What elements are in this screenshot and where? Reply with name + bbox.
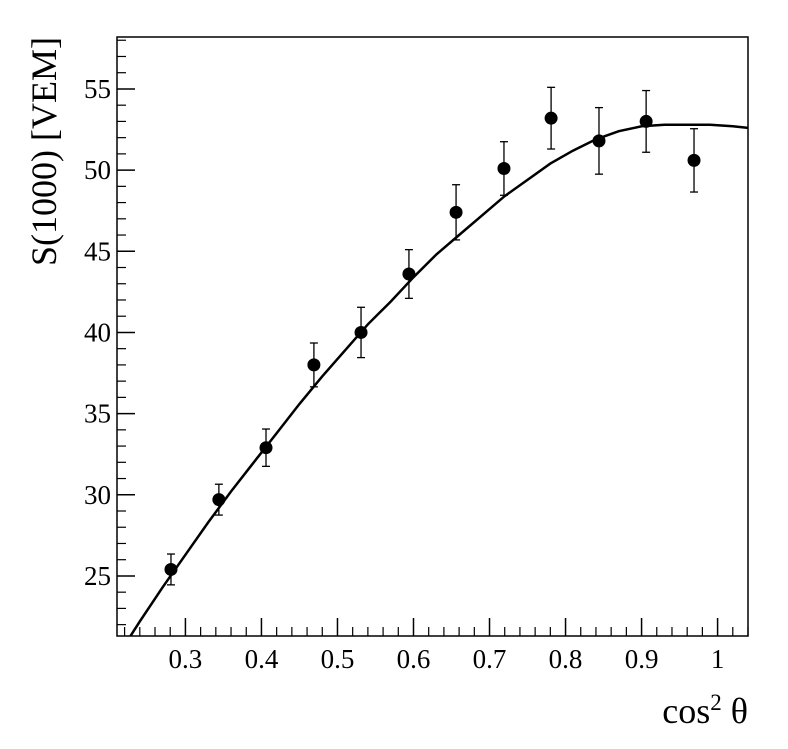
x-tick-label: 0.6 xyxy=(397,644,431,674)
data-point xyxy=(402,267,416,281)
x-axis-title-space xyxy=(722,691,731,731)
y-tick-label: 30 xyxy=(84,480,111,510)
y-tick-label: 40 xyxy=(84,317,111,347)
x-axis-ticks xyxy=(124,618,749,636)
y-tick-label: 55 xyxy=(84,74,111,104)
data-point xyxy=(497,161,511,175)
x-axis-title-base: cos xyxy=(662,691,710,731)
data-point xyxy=(687,153,701,167)
x-tick-label: 1 xyxy=(711,644,725,674)
x-axis-title-var: θ xyxy=(731,691,748,731)
plot-area xyxy=(128,86,748,636)
x-axis-title-sup: 2 xyxy=(710,690,722,715)
data-point xyxy=(592,134,606,148)
x-tick-label: 0.5 xyxy=(321,644,355,674)
y-axis-ticks xyxy=(117,39,135,626)
data-point xyxy=(639,114,653,128)
x-tick-label: 0.9 xyxy=(625,644,659,674)
data-point xyxy=(307,358,321,372)
x-tick-label: 0.3 xyxy=(169,644,203,674)
x-tick-label: 0.8 xyxy=(549,644,583,674)
y-tick-label: 50 xyxy=(84,155,111,185)
y-tick-label: 45 xyxy=(84,236,111,266)
data-point xyxy=(544,111,558,125)
data-points xyxy=(164,86,701,586)
x-tick-labels: 0.3 0.4 0.5 0.6 0.7 0.8 0.9 1 xyxy=(169,644,725,674)
data-point xyxy=(164,562,178,576)
y-axis-title: S(1000) [VEM] xyxy=(24,37,64,266)
data-point xyxy=(259,441,273,455)
y-tick-labels: 25 30 35 40 45 50 55 xyxy=(84,74,111,591)
fit-curve xyxy=(128,123,748,636)
y-tick-label: 25 xyxy=(84,561,111,591)
data-point xyxy=(212,493,226,507)
x-axis-title: cos2 θ xyxy=(662,690,748,731)
x-tick-label: 0.4 xyxy=(245,644,279,674)
y-tick-label: 35 xyxy=(84,399,111,429)
plot-frame xyxy=(116,36,749,637)
data-point xyxy=(449,205,463,219)
data-point xyxy=(354,325,368,339)
x-tick-label: 0.7 xyxy=(473,644,507,674)
